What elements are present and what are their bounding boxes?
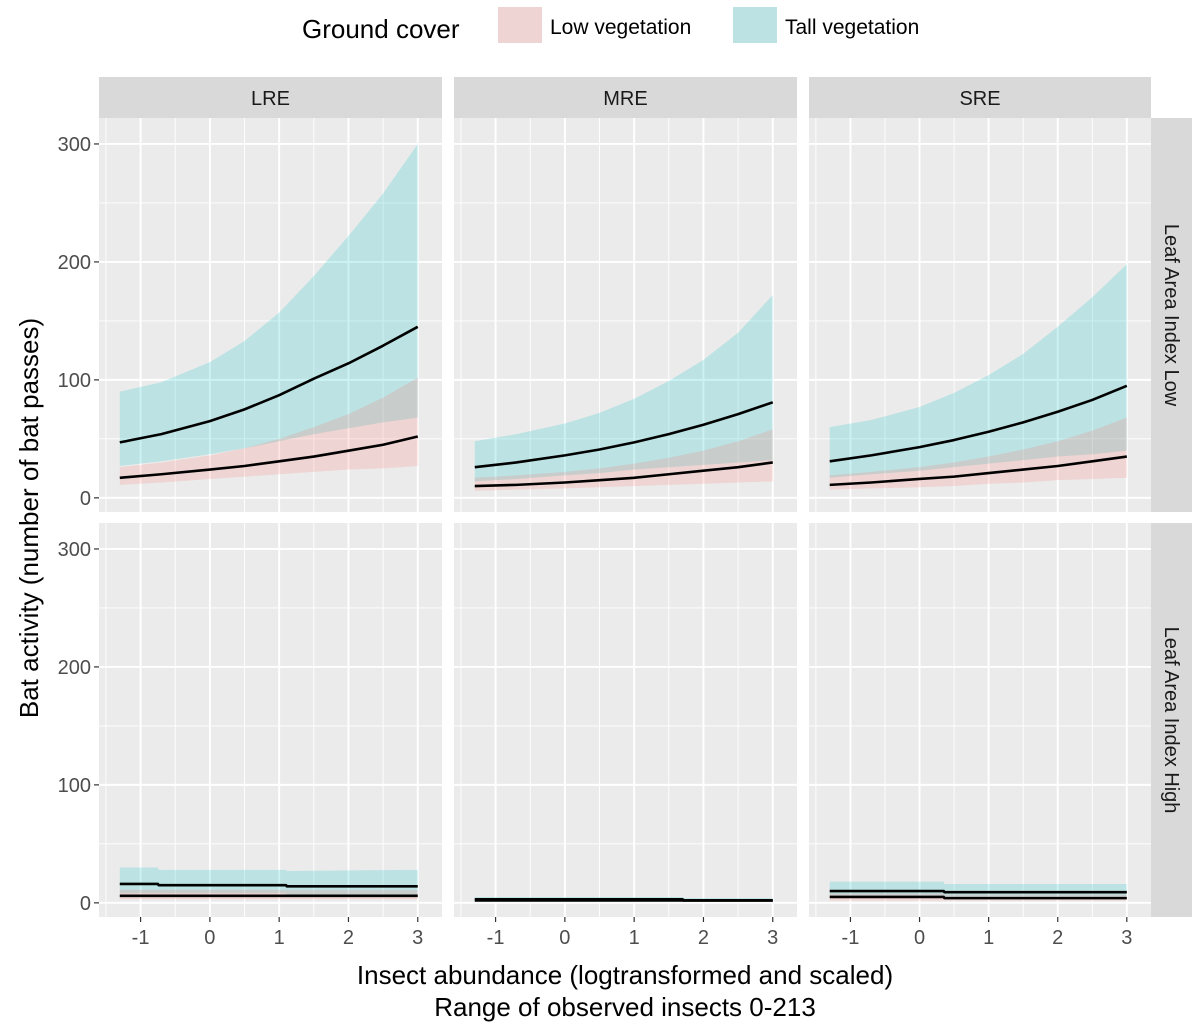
ribbon-tall-vegetation	[119, 867, 418, 895]
panel-background	[99, 523, 442, 917]
line-tall-vegetation	[829, 384, 1128, 463]
strip-sre	[809, 77, 1151, 118]
panel-background	[809, 118, 1151, 512]
row-strip-label-leaf-area-index-low: Leaf Area Index Low	[1160, 224, 1182, 407]
ribbon-low-vegetation	[474, 429, 773, 491]
line-low-vegetation	[474, 461, 773, 488]
legend-key-box-tall-vegetation	[733, 7, 777, 43]
x-tick-label: 2	[343, 927, 354, 949]
x-tick-label: -1	[842, 927, 860, 949]
x-tick-label: 2	[698, 927, 709, 949]
x-tick-label: 0	[204, 927, 215, 949]
panel-background	[454, 523, 797, 917]
line-low-vegetation	[829, 895, 1127, 900]
legend-title: Ground cover	[302, 14, 460, 44]
facet-panels: LRE MRE SRE Leaf Area Index Low Leaf Area In…	[58, 77, 1192, 949]
y-tick-label: 300	[58, 539, 91, 561]
ribbon-tall-vegetation	[474, 294, 773, 482]
legend-key-tall-vegetation	[733, 7, 777, 43]
ribbon-low-vegetation	[119, 377, 418, 485]
panel-lre-leaf-area-index-high	[99, 523, 442, 917]
line-low-vegetation	[829, 455, 1127, 487]
panel-sre-leaf-area-index-high	[809, 523, 1151, 917]
y-tick-label: 300	[58, 134, 91, 156]
y-tick-label: 100	[58, 775, 91, 797]
strip-mre	[454, 77, 797, 118]
row-strip-leaf-area-index-high	[1151, 523, 1192, 917]
strip-label-mre: MRE	[603, 88, 647, 110]
legend-key-low-vegetation	[498, 7, 542, 43]
ribbon-tall-vegetation	[829, 264, 1127, 478]
x-axis-title: Insect abundance (logtransformed and sca…	[357, 960, 893, 990]
row-strip-label-leaf-area-index-high: Leaf Area Index High	[1160, 627, 1182, 814]
x-tick-label: -1	[487, 927, 505, 949]
y-tick-label: 200	[58, 252, 91, 274]
panel-background	[99, 118, 442, 512]
row-strip-leaf-area-index-low	[1151, 118, 1192, 512]
y-axis-title: Bat activity (number of bat passes)	[14, 318, 44, 718]
x-tick-label: -1	[132, 927, 150, 949]
x-axis-subtitle: Range of observed insects 0-213	[434, 992, 816, 1022]
x-tick-label: 3	[767, 927, 778, 949]
x-tick-label: 1	[983, 927, 994, 949]
legend-key-box-low-vegetation	[498, 7, 542, 43]
panel-lre-leaf-area-index-low	[99, 118, 442, 512]
line-tall-vegetation	[829, 889, 1127, 894]
x-tick-label: 1	[629, 927, 640, 949]
strip-lre	[99, 77, 442, 118]
panel-sre-leaf-area-index-low	[809, 118, 1151, 512]
x-tick-label: 0	[559, 927, 570, 949]
strip-label-sre: SRE	[959, 88, 1000, 110]
y-tick-label: 0	[80, 488, 91, 510]
strip-label-lre: LRE	[251, 88, 290, 110]
line-tall-vegetation	[474, 401, 774, 469]
x-tick-label: 2	[1052, 927, 1063, 949]
legend-label-tall-vegetation: Tall vegetation	[785, 16, 919, 39]
x-tick-label: 3	[412, 927, 423, 949]
x-tick-label: 3	[1121, 927, 1132, 949]
line-tall-vegetation	[119, 325, 419, 444]
y-tick-label: 100	[58, 370, 91, 392]
x-tick-label: 1	[274, 927, 285, 949]
legend-label-low-vegetation: Low vegetation	[550, 16, 691, 39]
line-tall-vegetation	[119, 882, 418, 888]
panel-mre-leaf-area-index-high	[454, 523, 797, 917]
y-tick-label: 200	[58, 657, 91, 679]
ribbon-low-vegetation	[829, 417, 1127, 490]
line-low-vegetation	[119, 435, 419, 480]
panel-background	[809, 523, 1151, 917]
panel-mre-leaf-area-index-low	[454, 118, 797, 512]
panel-background	[454, 118, 797, 512]
x-tick-label: 0	[914, 927, 925, 949]
ribbon-tall-vegetation	[119, 143, 418, 466]
y-tick-label: 0	[80, 893, 91, 915]
legend: Ground cover Low vegetation Tall vegetat…	[302, 7, 919, 44]
